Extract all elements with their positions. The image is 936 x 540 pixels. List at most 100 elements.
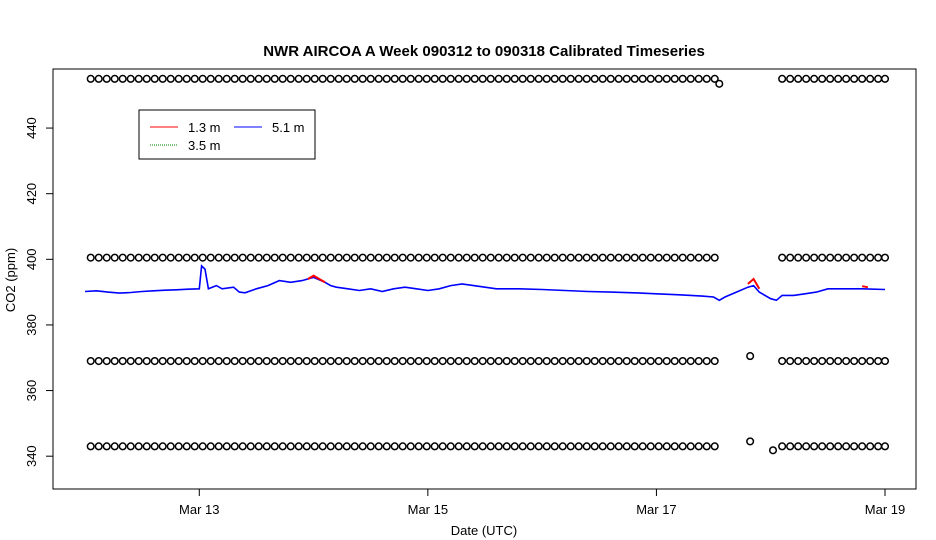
calibration-point: [630, 253, 639, 262]
calibration-point: [142, 442, 151, 451]
calibration-point: [398, 253, 407, 262]
calibration-point: [302, 356, 311, 366]
calibration-points: [86, 74, 890, 455]
chart-title: NWR AIRCOA A Week 090312 to 090318 Calib…: [263, 43, 705, 60]
calibration-point: [358, 356, 367, 366]
calibration-point: [702, 74, 711, 83]
calibration-point: [126, 442, 135, 451]
calibration-point: [390, 253, 399, 262]
calibration-point: [638, 442, 647, 451]
calibration-point: [550, 253, 559, 262]
calibration-point: [270, 253, 279, 262]
calibration-point: [358, 74, 367, 83]
series-line-1-3m: [861, 285, 869, 289]
legend: 1.3 m 5.1 m 3.5 m: [138, 109, 316, 160]
calibration-point: [446, 356, 455, 366]
calibration-point: [174, 356, 183, 366]
calibration-point: [654, 74, 663, 83]
calibration-point: [438, 74, 447, 83]
calibration-point: [254, 74, 263, 83]
calibration-point: [834, 253, 843, 262]
calibration-point: [638, 253, 647, 262]
calibration-point: [126, 253, 135, 262]
calibration-point: [598, 74, 607, 83]
calibration-point: [880, 253, 890, 262]
calibration-point: [874, 253, 883, 262]
calibration-point: [366, 356, 375, 366]
calibration-point: [630, 74, 639, 83]
calibration-point: [382, 253, 391, 262]
calibration-point: [542, 442, 551, 451]
calibration-point: [174, 74, 183, 83]
calibration-point: [478, 74, 487, 83]
legend-label-3-5m: 3.5 m: [188, 138, 221, 153]
calibration-point: [670, 74, 679, 83]
calibration-point: [794, 356, 803, 366]
calibration-point: [430, 356, 439, 366]
legend-box: [138, 109, 316, 160]
calibration-point: [518, 253, 527, 262]
calibration-point: [510, 253, 519, 262]
calibration-point: [430, 74, 439, 83]
calibration-point: [614, 442, 623, 451]
calibration-point: [222, 253, 231, 262]
calibration-point: [366, 74, 375, 83]
calibration-point: [150, 74, 159, 83]
calibration-point: [350, 74, 359, 83]
calibration-point: [446, 442, 455, 451]
calibration-point: [715, 79, 724, 88]
calibration-point: [542, 253, 551, 262]
calibration-point: [686, 253, 695, 262]
y-tick-label: 440: [24, 117, 39, 139]
calibration-point: [510, 356, 519, 366]
calibration-point: [134, 74, 143, 83]
calibration-point: [230, 74, 239, 83]
x-tick-label: Mar 13: [179, 502, 219, 517]
calibration-point: [582, 253, 591, 262]
calibration-point: [678, 442, 687, 451]
calibration-point: [786, 253, 795, 262]
calibration-point: [826, 253, 835, 262]
calibration-point: [438, 253, 447, 262]
calibration-point: [118, 442, 127, 451]
calibration-point: [850, 356, 859, 366]
calibration-point: [334, 74, 343, 83]
calibration-point: [414, 253, 423, 262]
calibration-point: [786, 356, 795, 366]
calibration-point: [422, 253, 431, 262]
calibration-point: [686, 74, 695, 83]
calibration-point: [94, 253, 103, 262]
x-tick-label: Mar 19: [865, 502, 905, 517]
calibration-point: [270, 442, 279, 451]
calibration-point: [406, 442, 415, 451]
calibration-point: [606, 356, 615, 366]
calibration-point: [842, 356, 851, 366]
calibration-point: [134, 253, 143, 262]
calibration-point: [614, 74, 623, 83]
calibration-point: [646, 74, 655, 83]
calibration-point: [478, 356, 487, 366]
calibration-point: [880, 356, 890, 366]
calibration-point: [110, 356, 119, 366]
calibration-point: [342, 442, 351, 451]
calibration-point: [710, 442, 719, 451]
calibration-point: [206, 356, 215, 366]
calibration-point: [662, 253, 671, 262]
calibration-point: [654, 356, 663, 366]
calibration-point: [486, 356, 495, 366]
calibration-point: [630, 356, 639, 366]
calibration-point: [438, 442, 447, 451]
calibration-point: [126, 356, 135, 366]
calibration-point: [118, 253, 127, 262]
calibration-point: [574, 74, 583, 83]
calibration-point: [214, 74, 223, 83]
calibration-point: [294, 253, 303, 262]
calibration-point: [710, 356, 719, 366]
calibration-point: [710, 74, 719, 83]
calibration-point: [606, 253, 615, 262]
calibration-point: [510, 442, 519, 451]
calibration-point: [662, 74, 671, 83]
calibration-point: [302, 442, 311, 451]
calibration-point: [454, 253, 463, 262]
calibration-point: [422, 442, 431, 451]
